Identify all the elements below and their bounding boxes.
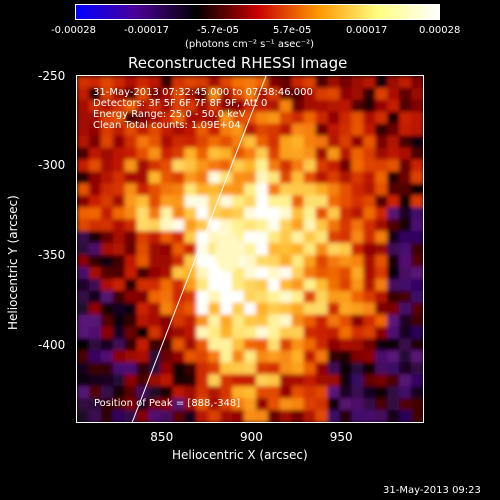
x-tick-label: 900 xyxy=(240,430,263,444)
y-tick-label: -300 xyxy=(38,158,66,173)
x-axis-label: Heliocentric X (arcsec) xyxy=(172,448,308,462)
chart-title: Reconstructed RHESSI Image xyxy=(128,54,348,72)
x-tick-label: 950 xyxy=(329,430,353,444)
annotation-peak-position: Position of Peak = [888,-348] xyxy=(94,398,241,409)
colorbar xyxy=(75,4,440,20)
y-tick-label: -350 xyxy=(38,248,66,263)
y-axis-label: Heliocentric Y (arcsec) xyxy=(6,195,20,330)
colorbar-tick: -0.00017 xyxy=(124,25,169,36)
y-tick-label: -400 xyxy=(38,337,66,352)
x-tick-label: 850 xyxy=(150,430,174,444)
annotation-energy-range: Energy Range: 25.0 - 50.0 keV xyxy=(93,109,246,120)
solar-limb-line xyxy=(131,76,267,422)
annotation-clean-counts: Clean Total counts: 1.09E+04 xyxy=(93,120,241,131)
heatmap-plot xyxy=(76,75,424,423)
colorbar-unit-label: (photons cm⁻² s⁻¹ asec⁻²) xyxy=(185,39,315,50)
colorbar-tick: 0.00017 xyxy=(346,25,388,36)
colorbar-tick: 5.7e-05 xyxy=(273,25,312,36)
annotation-detectors: Detectors: 3F 5F 6F 7F 8F 9F, Att 0 xyxy=(93,98,268,109)
peak-source xyxy=(214,232,243,273)
footer-timestamp: 31-May-2013 09:23 xyxy=(383,485,481,496)
colorbar-tick: -5.7e-05 xyxy=(197,25,239,36)
y-tick-label: -250 xyxy=(38,68,66,83)
colorbar-tick: -0.00028 xyxy=(51,25,96,36)
colorbar-tick: 0.00028 xyxy=(419,25,461,36)
annotation-time-range: 31-May-2013 07:32:45.000 to 07:38:46.000 xyxy=(93,87,313,98)
